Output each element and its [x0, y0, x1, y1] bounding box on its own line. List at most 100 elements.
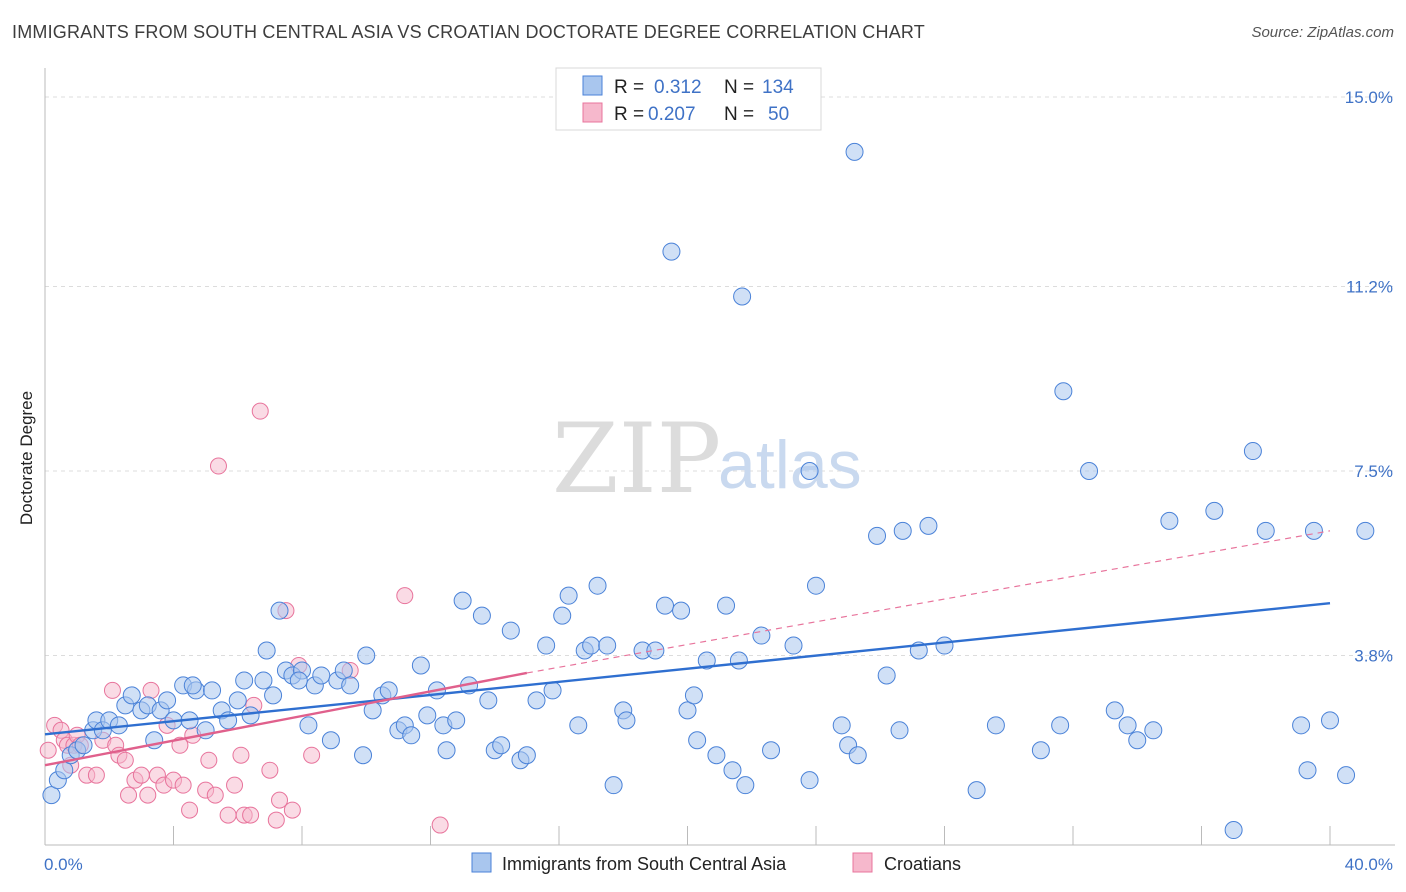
data-point-south-central-asia: [543, 681, 562, 700]
data-point-south-central-asia: [1051, 716, 1070, 735]
data-point-south-central-asia: [1224, 821, 1243, 840]
y-axis-label: Doctorate Degree: [17, 391, 36, 525]
data-point-south-central-asia: [299, 716, 318, 735]
data-point-south-central-asia: [312, 666, 331, 685]
data-point-south-central-asia: [479, 691, 498, 710]
data-point-south-central-asia: [354, 746, 373, 765]
data-point-south-central-asia: [733, 287, 752, 306]
data-point-croatians: [303, 746, 321, 764]
data-point-south-central-asia: [1105, 701, 1124, 720]
data-point-croatians: [283, 801, 301, 819]
data-point-south-central-asia: [537, 636, 556, 655]
data-point-south-central-asia: [411, 656, 430, 675]
y-tick-labels: 3.8% 7.5% 11.2% 15.0%: [1345, 88, 1393, 666]
data-point-south-central-asia: [662, 242, 681, 261]
data-point-south-central-asia: [1054, 382, 1073, 401]
axes: [44, 68, 1395, 846]
trend-line-croatians: [44, 671, 528, 767]
data-point-croatians: [431, 816, 449, 834]
data-point-south-central-asia: [1118, 716, 1137, 735]
bottom-legend: Immigrants from South Central Asia Croat…: [471, 852, 961, 874]
legend-n-label: N =: [724, 77, 754, 98]
data-point-south-central-asia: [723, 761, 742, 780]
data-point-south-central-asia: [241, 706, 260, 725]
data-point-south-central-asia: [228, 691, 247, 710]
trend-lines: [44, 530, 1331, 767]
data-point-south-central-asia: [752, 626, 771, 645]
bottom-legend-blue-label: Immigrants from South Central Asia: [502, 854, 787, 874]
data-point-south-central-asia: [1356, 521, 1375, 540]
data-point-south-central-asia: [935, 636, 954, 655]
bottom-legend-pink-swatch: [852, 852, 873, 873]
data-point-south-central-asia: [517, 746, 536, 765]
data-point-croatians: [142, 681, 160, 699]
data-point-south-central-asia: [402, 726, 421, 745]
data-point-south-central-asia: [357, 646, 376, 665]
legend-r-value: 0.207: [648, 104, 696, 125]
data-point-croatians: [251, 402, 269, 420]
data-point-south-central-asia: [845, 142, 864, 161]
data-point-south-central-asia: [762, 741, 781, 760]
south-central-asia-points: [42, 142, 1375, 840]
data-point-croatians: [39, 741, 57, 759]
data-point-south-central-asia: [588, 576, 607, 595]
data-point-south-central-asia: [501, 621, 520, 640]
data-point-south-central-asia: [1160, 511, 1179, 530]
data-point-croatians: [219, 806, 237, 824]
data-point-south-central-asia: [418, 706, 437, 725]
legend-n-value: 50: [768, 104, 789, 125]
data-point-croatians: [206, 786, 224, 804]
watermark-atlas: atlas: [718, 427, 862, 503]
watermark: ZIP atlas: [552, 403, 862, 515]
data-point-south-central-asia: [1292, 716, 1311, 735]
data-point-south-central-asia: [729, 651, 748, 670]
data-point-south-central-asia: [553, 606, 572, 625]
data-point-south-central-asia: [646, 641, 665, 660]
data-point-croatians: [103, 681, 121, 699]
legend: R = 0.312 N = 134 R = 0.207 N = 50: [555, 67, 822, 131]
legend-blue-swatch: [582, 75, 603, 96]
data-point-croatians: [116, 751, 134, 769]
data-point-croatians: [271, 791, 289, 809]
data-point-south-central-asia: [183, 676, 202, 695]
data-point-south-central-asia: [1128, 731, 1147, 750]
data-point-croatians: [242, 806, 260, 824]
trend-line-croatians-extension: [526, 530, 1331, 674]
data-point-south-central-asia: [707, 746, 726, 765]
gridlines: [45, 96, 1395, 657]
legend-pink-swatch: [582, 102, 603, 123]
data-point-south-central-asia: [379, 681, 398, 700]
data-point-south-central-asia: [1205, 501, 1224, 520]
data-point-south-central-asia: [559, 586, 578, 605]
data-point-south-central-asia: [1243, 442, 1262, 461]
data-point-south-central-asia: [967, 781, 986, 800]
data-point-south-central-asia: [289, 671, 308, 690]
data-point-south-central-asia: [55, 761, 74, 780]
data-point-south-central-asia: [1080, 462, 1099, 480]
trend-line-south-central-asia: [44, 601, 1331, 736]
data-point-south-central-asia: [807, 576, 825, 595]
data-point-south-central-asia: [736, 776, 755, 795]
source-label: Source: ZipAtlas.com: [1251, 24, 1394, 41]
data-point-south-central-asia: [678, 701, 697, 720]
data-point-croatians: [174, 776, 192, 794]
data-point-croatians: [200, 751, 218, 769]
data-point-south-central-asia: [582, 636, 601, 655]
data-point-south-central-asia: [264, 686, 283, 705]
data-point-south-central-asia: [717, 596, 736, 615]
bottom-legend-pink-label: Croatians: [884, 854, 961, 874]
data-point-south-central-asia: [1144, 721, 1163, 740]
bottom-legend-blue-swatch: [471, 852, 492, 873]
data-point-south-central-asia: [684, 686, 703, 705]
data-point-croatians: [139, 786, 157, 804]
data-point-croatians: [209, 457, 227, 475]
legend-r-label: R =: [614, 104, 644, 125]
x-tick-label: 40.0%: [1345, 855, 1393, 874]
data-point-south-central-asia: [254, 671, 273, 690]
chart-title: IMMIGRANTS FROM SOUTH CENTRAL ASIA VS CR…: [12, 22, 925, 42]
data-point-south-central-asia: [492, 736, 511, 755]
data-point-south-central-asia: [341, 676, 360, 695]
y-tick-label: 11.2%: [1346, 277, 1393, 296]
data-point-croatians: [396, 587, 414, 605]
legend-n-label: N =: [724, 104, 754, 125]
